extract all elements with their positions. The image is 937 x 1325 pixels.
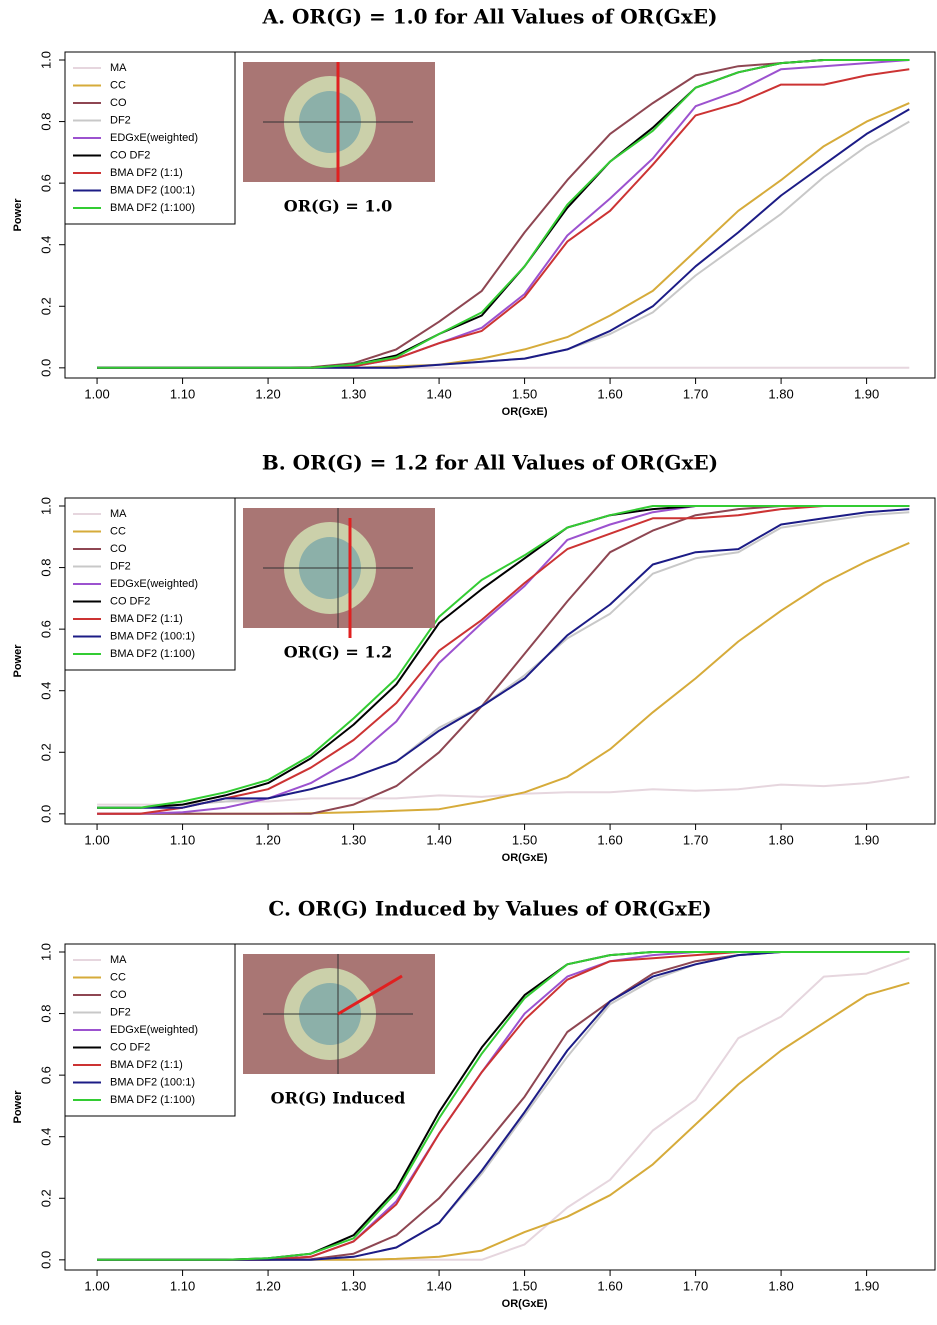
x-axis-label: OR(GxE) — [502, 406, 548, 418]
x-tick-label: 1.30 — [341, 832, 366, 847]
legend-label: CO — [110, 989, 127, 1001]
x-tick-label: 1.50 — [512, 386, 537, 401]
x-tick-label: 1.10 — [170, 1278, 195, 1293]
y-tick-label: 0.0 — [38, 359, 53, 377]
x-tick-label: 1.20 — [255, 832, 280, 847]
y-tick-label: 0.0 — [38, 1251, 53, 1269]
legend-label: CO — [110, 543, 127, 555]
legend-label: CC — [110, 79, 126, 91]
x-tick-label: 1.40 — [426, 1278, 451, 1293]
legend-label: BMA DF2 (1:1) — [110, 167, 183, 179]
x-tick-label: 1.60 — [597, 832, 622, 847]
legend-label: MA — [110, 508, 127, 520]
legend-label: DF2 — [110, 114, 131, 126]
legend-label: BMA DF2 (1:1) — [110, 1059, 183, 1071]
x-tick-label: 1.80 — [768, 1278, 793, 1293]
y-tick-label: 0.8 — [38, 559, 53, 577]
y-tick-label: 0.4 — [38, 236, 53, 254]
legend-label: CC — [110, 525, 126, 537]
y-tick-label: 0.8 — [38, 113, 53, 131]
x-tick-label: 1.70 — [683, 1278, 708, 1293]
legend-label: BMA DF2 (1:100) — [110, 202, 195, 214]
x-tick-label: 1.40 — [426, 386, 451, 401]
legend-label: BMA DF2 (100:1) — [110, 1076, 195, 1088]
y-tick-label: 0.2 — [38, 743, 53, 761]
y-tick-label: 0.0 — [38, 805, 53, 823]
x-axis-label: OR(GxE) — [502, 852, 548, 864]
x-tick-label: 1.80 — [768, 832, 793, 847]
x-tick-label: 1.80 — [768, 386, 793, 401]
series-line — [97, 505, 910, 815]
x-tick-label: 1.60 — [597, 386, 622, 401]
legend-label: BMA DF2 (1:1) — [110, 613, 183, 625]
inset-direction — [337, 974, 403, 1016]
inset-label: OR(G) = 1.0 — [284, 197, 392, 216]
series-line — [97, 505, 910, 809]
series-line — [97, 511, 910, 809]
x-tick-label: 1.70 — [683, 832, 708, 847]
y-tick-label: 1.0 — [38, 497, 53, 515]
x-tick-label: 1.50 — [512, 832, 537, 847]
y-tick-label: 0.2 — [38, 1189, 53, 1207]
legend-label: BMA DF2 (100:1) — [110, 630, 195, 642]
x-tick-label: 1.20 — [255, 386, 280, 401]
x-tick-label: 1.00 — [84, 832, 109, 847]
legend-label: CO — [110, 97, 127, 109]
y-tick-label: 1.0 — [38, 943, 53, 961]
legend-label: DF2 — [110, 1006, 131, 1018]
inset-label: OR(G) Induced — [271, 1089, 406, 1108]
series-line — [97, 59, 910, 369]
chart-title: B. OR(G) = 1.2 for All Values of OR(GxE) — [262, 451, 718, 475]
y-tick-label: 0.8 — [38, 1005, 53, 1023]
y-axis-label: Power — [12, 198, 24, 232]
x-tick-label: 1.50 — [512, 1278, 537, 1293]
legend-label: MA — [110, 954, 127, 966]
inset-label: OR(G) = 1.2 — [284, 643, 392, 662]
y-tick-label: 0.4 — [38, 1128, 53, 1146]
legend-label: CO DF2 — [110, 1041, 150, 1053]
legend-label: BMA DF2 (1:100) — [110, 1094, 195, 1106]
y-axis-label: Power — [12, 1090, 24, 1124]
x-tick-label: 1.60 — [597, 1278, 622, 1293]
series-line — [97, 951, 910, 1261]
legend-label: BMA DF2 (1:100) — [110, 648, 195, 660]
legend-label: MA — [110, 62, 127, 74]
y-tick-label: 0.2 — [38, 297, 53, 315]
y-tick-label: 0.6 — [38, 174, 53, 192]
chart-title: A. OR(G) = 1.0 for All Values of OR(GxE) — [262, 5, 718, 29]
x-tick-label: 1.00 — [84, 1278, 109, 1293]
series-line — [97, 508, 910, 809]
x-axis-label: OR(GxE) — [502, 1298, 548, 1310]
x-tick-label: 1.40 — [426, 832, 451, 847]
legend-label: CC — [110, 971, 126, 983]
legend-label: BMA DF2 (100:1) — [110, 184, 195, 196]
y-tick-label: 1.0 — [38, 51, 53, 69]
legend-label: CO DF2 — [110, 595, 150, 607]
y-tick-label: 0.6 — [38, 620, 53, 638]
legend-label: EDGxE(weighted) — [110, 1024, 198, 1036]
x-tick-label: 1.10 — [170, 832, 195, 847]
x-tick-label: 1.30 — [341, 386, 366, 401]
x-tick-label: 1.30 — [341, 1278, 366, 1293]
legend-label: EDGxE(weighted) — [110, 578, 198, 590]
x-tick-label: 1.00 — [84, 386, 109, 401]
legend-label: CO DF2 — [110, 149, 150, 161]
x-tick-label: 1.10 — [170, 386, 195, 401]
x-tick-label: 1.90 — [854, 832, 879, 847]
legend-label: DF2 — [110, 560, 131, 572]
x-tick-label: 1.70 — [683, 386, 708, 401]
chart-title: C. OR(G) Induced by Values of OR(GxE) — [268, 897, 711, 921]
y-tick-label: 0.6 — [38, 1066, 53, 1084]
legend-label: EDGxE(weighted) — [110, 132, 198, 144]
x-tick-label: 1.90 — [854, 1278, 879, 1293]
y-tick-label: 0.4 — [38, 682, 53, 700]
x-tick-label: 1.90 — [854, 386, 879, 401]
x-tick-label: 1.20 — [255, 1278, 280, 1293]
y-axis-label: Power — [12, 644, 24, 678]
